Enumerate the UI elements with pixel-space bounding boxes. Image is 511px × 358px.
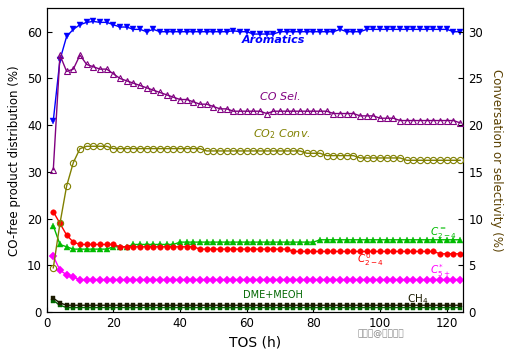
- Text: $C_{5+}^{*}$: $C_{5+}^{*}$: [430, 262, 451, 279]
- Text: DME+MEOH: DME+MEOH: [243, 290, 304, 300]
- Text: $C_{2-4}^{=}$: $C_{2-4}^{=}$: [430, 225, 457, 240]
- Text: CO Sel.: CO Sel.: [260, 92, 300, 102]
- Text: $C_{2-4}^{0}$: $C_{2-4}^{0}$: [357, 251, 384, 268]
- Y-axis label: CO-free product distribution (%): CO-free product distribution (%): [8, 65, 21, 256]
- Text: Aromatics: Aromatics: [242, 35, 305, 45]
- X-axis label: TOS (h): TOS (h): [229, 336, 281, 350]
- Text: CH$_4$: CH$_4$: [407, 292, 428, 306]
- Y-axis label: Conversation or selectivity (%): Conversation or selectivity (%): [490, 69, 503, 252]
- Text: 搜狐号@研之成理: 搜狐号@研之成理: [358, 329, 404, 339]
- Text: CO$_2$ Conv.: CO$_2$ Conv.: [253, 127, 311, 141]
